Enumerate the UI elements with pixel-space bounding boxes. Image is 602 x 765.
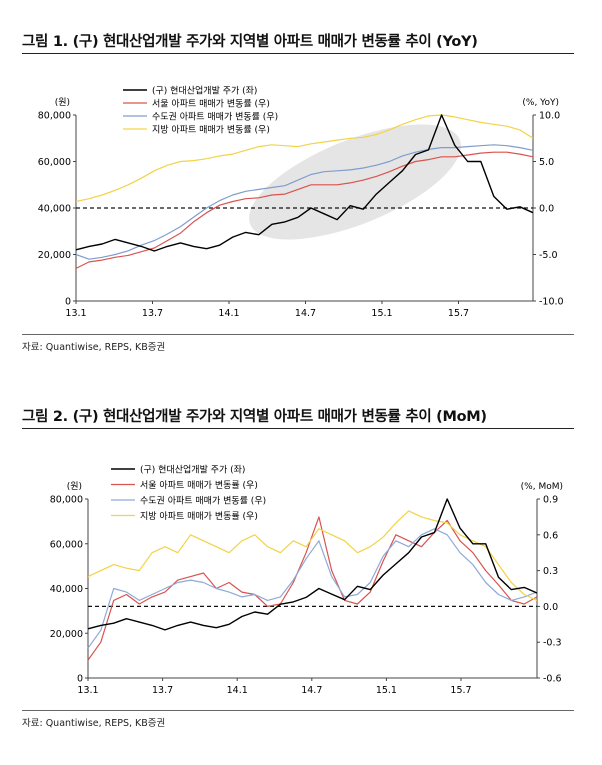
right-tick-label: -10.0	[539, 297, 564, 308]
figure-1-bottom-rule	[22, 334, 574, 335]
series-line-2	[87, 528, 538, 649]
series-line-1	[87, 516, 538, 661]
right-tick-label: 0.6	[543, 530, 558, 541]
x-tick-label: 13.1	[65, 308, 86, 319]
legend-label-2: 수도권 아파트 매매가 변동률 (우)	[140, 495, 266, 507]
left-tick-label: 80,000	[38, 111, 71, 122]
x-tick-label: 14.1	[218, 308, 239, 319]
figure-1-top-rule	[22, 53, 574, 54]
series-line-3	[87, 510, 538, 601]
figure-2-bottom-rule	[22, 710, 574, 711]
x-tick-label: 14.7	[295, 308, 316, 319]
legend-label-1: 서울 아파트 매매가 변동률 (우)	[152, 99, 270, 110]
left-tick-label: 60,000	[38, 157, 71, 168]
left-axis-unit: (원)	[55, 97, 70, 108]
right-tick-label: 0.9	[543, 495, 558, 506]
x-tick-label: 15.7	[448, 308, 469, 319]
legend-label-0: (구) 현대산업개발 주가 (좌)	[140, 465, 245, 476]
chart-1: (원) (%, YoY) 80,000 60,000 40,000 20,000 0 10.0…	[38, 86, 564, 320]
left-tick-label: 0	[65, 297, 71, 308]
left-axis-unit: (원)	[67, 481, 82, 492]
left-tick-label: 0	[77, 674, 83, 685]
legend-label-2: 수도권 아파트 매매가 변동률 (우)	[152, 111, 278, 123]
x-tick-label: 13.7	[152, 685, 173, 696]
right-axis-unit: (%, MoM)	[521, 482, 563, 492]
left-tick-label: 20,000	[38, 250, 71, 261]
legend-label-1: 서울 아파트 매매가 변동률 (우)	[140, 480, 258, 491]
x-tick-label: 15.1	[371, 308, 392, 319]
chart-2: (원) (%, MoM) 80,000 60,000 40,000 20,000 0 0.9 0…	[50, 465, 563, 697]
left-tick-label: 80,000	[50, 495, 83, 506]
series-line-3	[75, 114, 534, 203]
left-tick-label: 20,000	[50, 629, 83, 640]
legend-label-3: 지방 아파트 매매가 변동률 (우)	[152, 125, 270, 136]
series-line-1	[75, 151, 534, 269]
figure-1-title: 그림 1. (구) 현대산업개발 주가와 지역별 아파트 매매가 변동률 추이 …	[22, 34, 478, 50]
x-tick-label: 15.7	[450, 685, 471, 696]
right-tick-label: 5.0	[539, 157, 554, 168]
right-tick-label: -0.6	[543, 674, 562, 685]
right-tick-label: 0.3	[543, 566, 558, 577]
right-tick-label: 10.0	[539, 111, 560, 122]
x-tick-label: 14.7	[301, 685, 322, 696]
legend-label-3: 지방 아파트 매매가 변동률 (우)	[140, 511, 258, 522]
series-line-0	[87, 498, 538, 631]
left-tick-label: 60,000	[50, 539, 83, 550]
left-tick-label: 40,000	[50, 584, 83, 595]
x-tick-label: 15.1	[376, 685, 397, 696]
left-tick-label: 40,000	[38, 204, 71, 215]
figure-1-source: 자료: Quantiwise, REPS, KB증권	[22, 342, 166, 353]
x-tick-label: 13.7	[142, 308, 163, 319]
x-tick-label: 13.1	[77, 685, 98, 696]
right-tick-label: -5.0	[539, 250, 558, 261]
right-tick-label: 0.0	[543, 602, 558, 613]
figure-2-title: 그림 2. (구) 현대산업개발 주가와 지역별 아파트 매매가 변동률 추이 …	[22, 409, 487, 425]
figure-2-top-rule	[22, 428, 574, 429]
right-axis-unit: (%, YoY)	[522, 98, 559, 108]
right-tick-label: -0.3	[543, 638, 562, 649]
x-tick-label: 14.1	[227, 685, 248, 696]
figure-2-source: 자료: Quantiwise, REPS, KB증권	[22, 718, 166, 729]
series-line-0	[75, 114, 534, 252]
legend-label-0: (구) 현대산업개발 주가 (좌)	[152, 86, 257, 97]
right-tick-label: 0.0	[539, 204, 554, 215]
